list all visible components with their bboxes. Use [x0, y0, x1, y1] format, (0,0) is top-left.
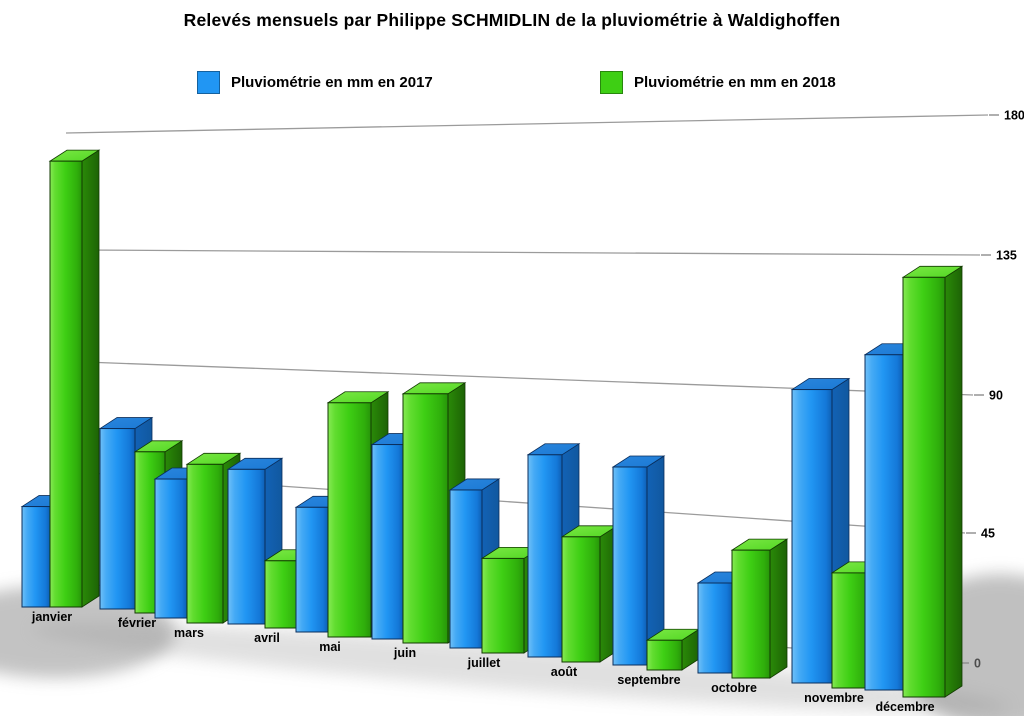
bar-2018-janvier-front-face [49, 160, 83, 608]
bar-2017-mars-front-face [154, 478, 188, 619]
bar-2018-octobre-side-face [769, 538, 788, 679]
month-label-juillet: juillet [467, 656, 501, 670]
legend-swatch-2017-icon [197, 70, 220, 94]
gridline-180 [65, 114, 989, 134]
bar-2018-janvier-side-face [81, 149, 100, 608]
bar-2018-mars-front-face [186, 463, 224, 624]
legend-swatch-2018-icon [600, 70, 623, 94]
legend-item-2018: Pluviométrie en mm en 2018 [600, 70, 836, 94]
gridline-135 [79, 249, 981, 256]
bar-2017-juillet-front-face [449, 489, 483, 649]
month-label-mai: mai [319, 640, 341, 654]
bar-2018-juin-front-face [402, 393, 449, 644]
month-label-avril: avril [254, 631, 280, 645]
bar-2018-décembre-front-face [902, 276, 946, 698]
legend-item-2017: Pluviométrie en mm en 2017 [197, 70, 433, 94]
y-tick-label-135: 135 [996, 249, 1017, 263]
month-label-juin: juin [393, 646, 416, 660]
bar-2017-octobre-front-face [697, 582, 733, 674]
legend-label-2018: Pluviométrie en mm en 2018 [634, 73, 836, 91]
month-label-septembre: septembre [617, 673, 680, 687]
bar-2018-janvier [48, 149, 101, 608]
bar-2017-février-front-face [99, 428, 136, 610]
bar-2017-septembre [611, 455, 666, 666]
bar-2018-septembre-front-face [646, 639, 683, 671]
bar-2018-septembre [645, 628, 701, 671]
bar-2018-octobre [730, 538, 789, 679]
bar-2017-avril-front-face [227, 468, 266, 625]
month-label-août: août [551, 665, 578, 679]
month-label-octobre: octobre [711, 681, 757, 695]
month-label-décembre: décembre [875, 700, 934, 714]
y-tick-label-90: 90 [989, 389, 1003, 403]
bar-2017-décembre-front-face [864, 354, 904, 691]
bar-2018-août-front-face [561, 536, 601, 663]
bar-2018-novembre-front-face [831, 572, 870, 689]
month-label-novembre: novembre [804, 691, 864, 705]
bar-2017-novembre-front-face [791, 389, 833, 684]
y-tick-label-45: 45 [981, 527, 995, 541]
bar-2017-juin-front-face [371, 444, 404, 640]
bar-2018-décembre [901, 265, 964, 698]
y-tick-label-180: 180 [1004, 109, 1024, 123]
month-label-février: février [118, 616, 156, 630]
floor-shadow-band [31, 622, 1009, 714]
bar-2017-mai-front-face [295, 506, 329, 633]
bar-2018-mai-front-face [327, 402, 372, 638]
month-label-janvier: janvier [31, 610, 72, 624]
bar-2018-octobre-front-face [731, 549, 771, 679]
bar-2018-juillet-front-face [481, 557, 525, 654]
month-label-mars: mars [174, 626, 204, 640]
bar-2017-septembre-front-face [612, 466, 648, 666]
bar-2018-décembre-side-face [944, 265, 963, 698]
bar-2017-janvier-front-face [21, 506, 51, 608]
legend-label-2017: Pluviométrie en mm en 2017 [231, 73, 433, 91]
bar-2018-août [560, 525, 619, 663]
bar-2017-août-front-face [527, 454, 563, 658]
chart-title: Relevés mensuels par Philippe SCHMIDLIN … [183, 10, 841, 30]
